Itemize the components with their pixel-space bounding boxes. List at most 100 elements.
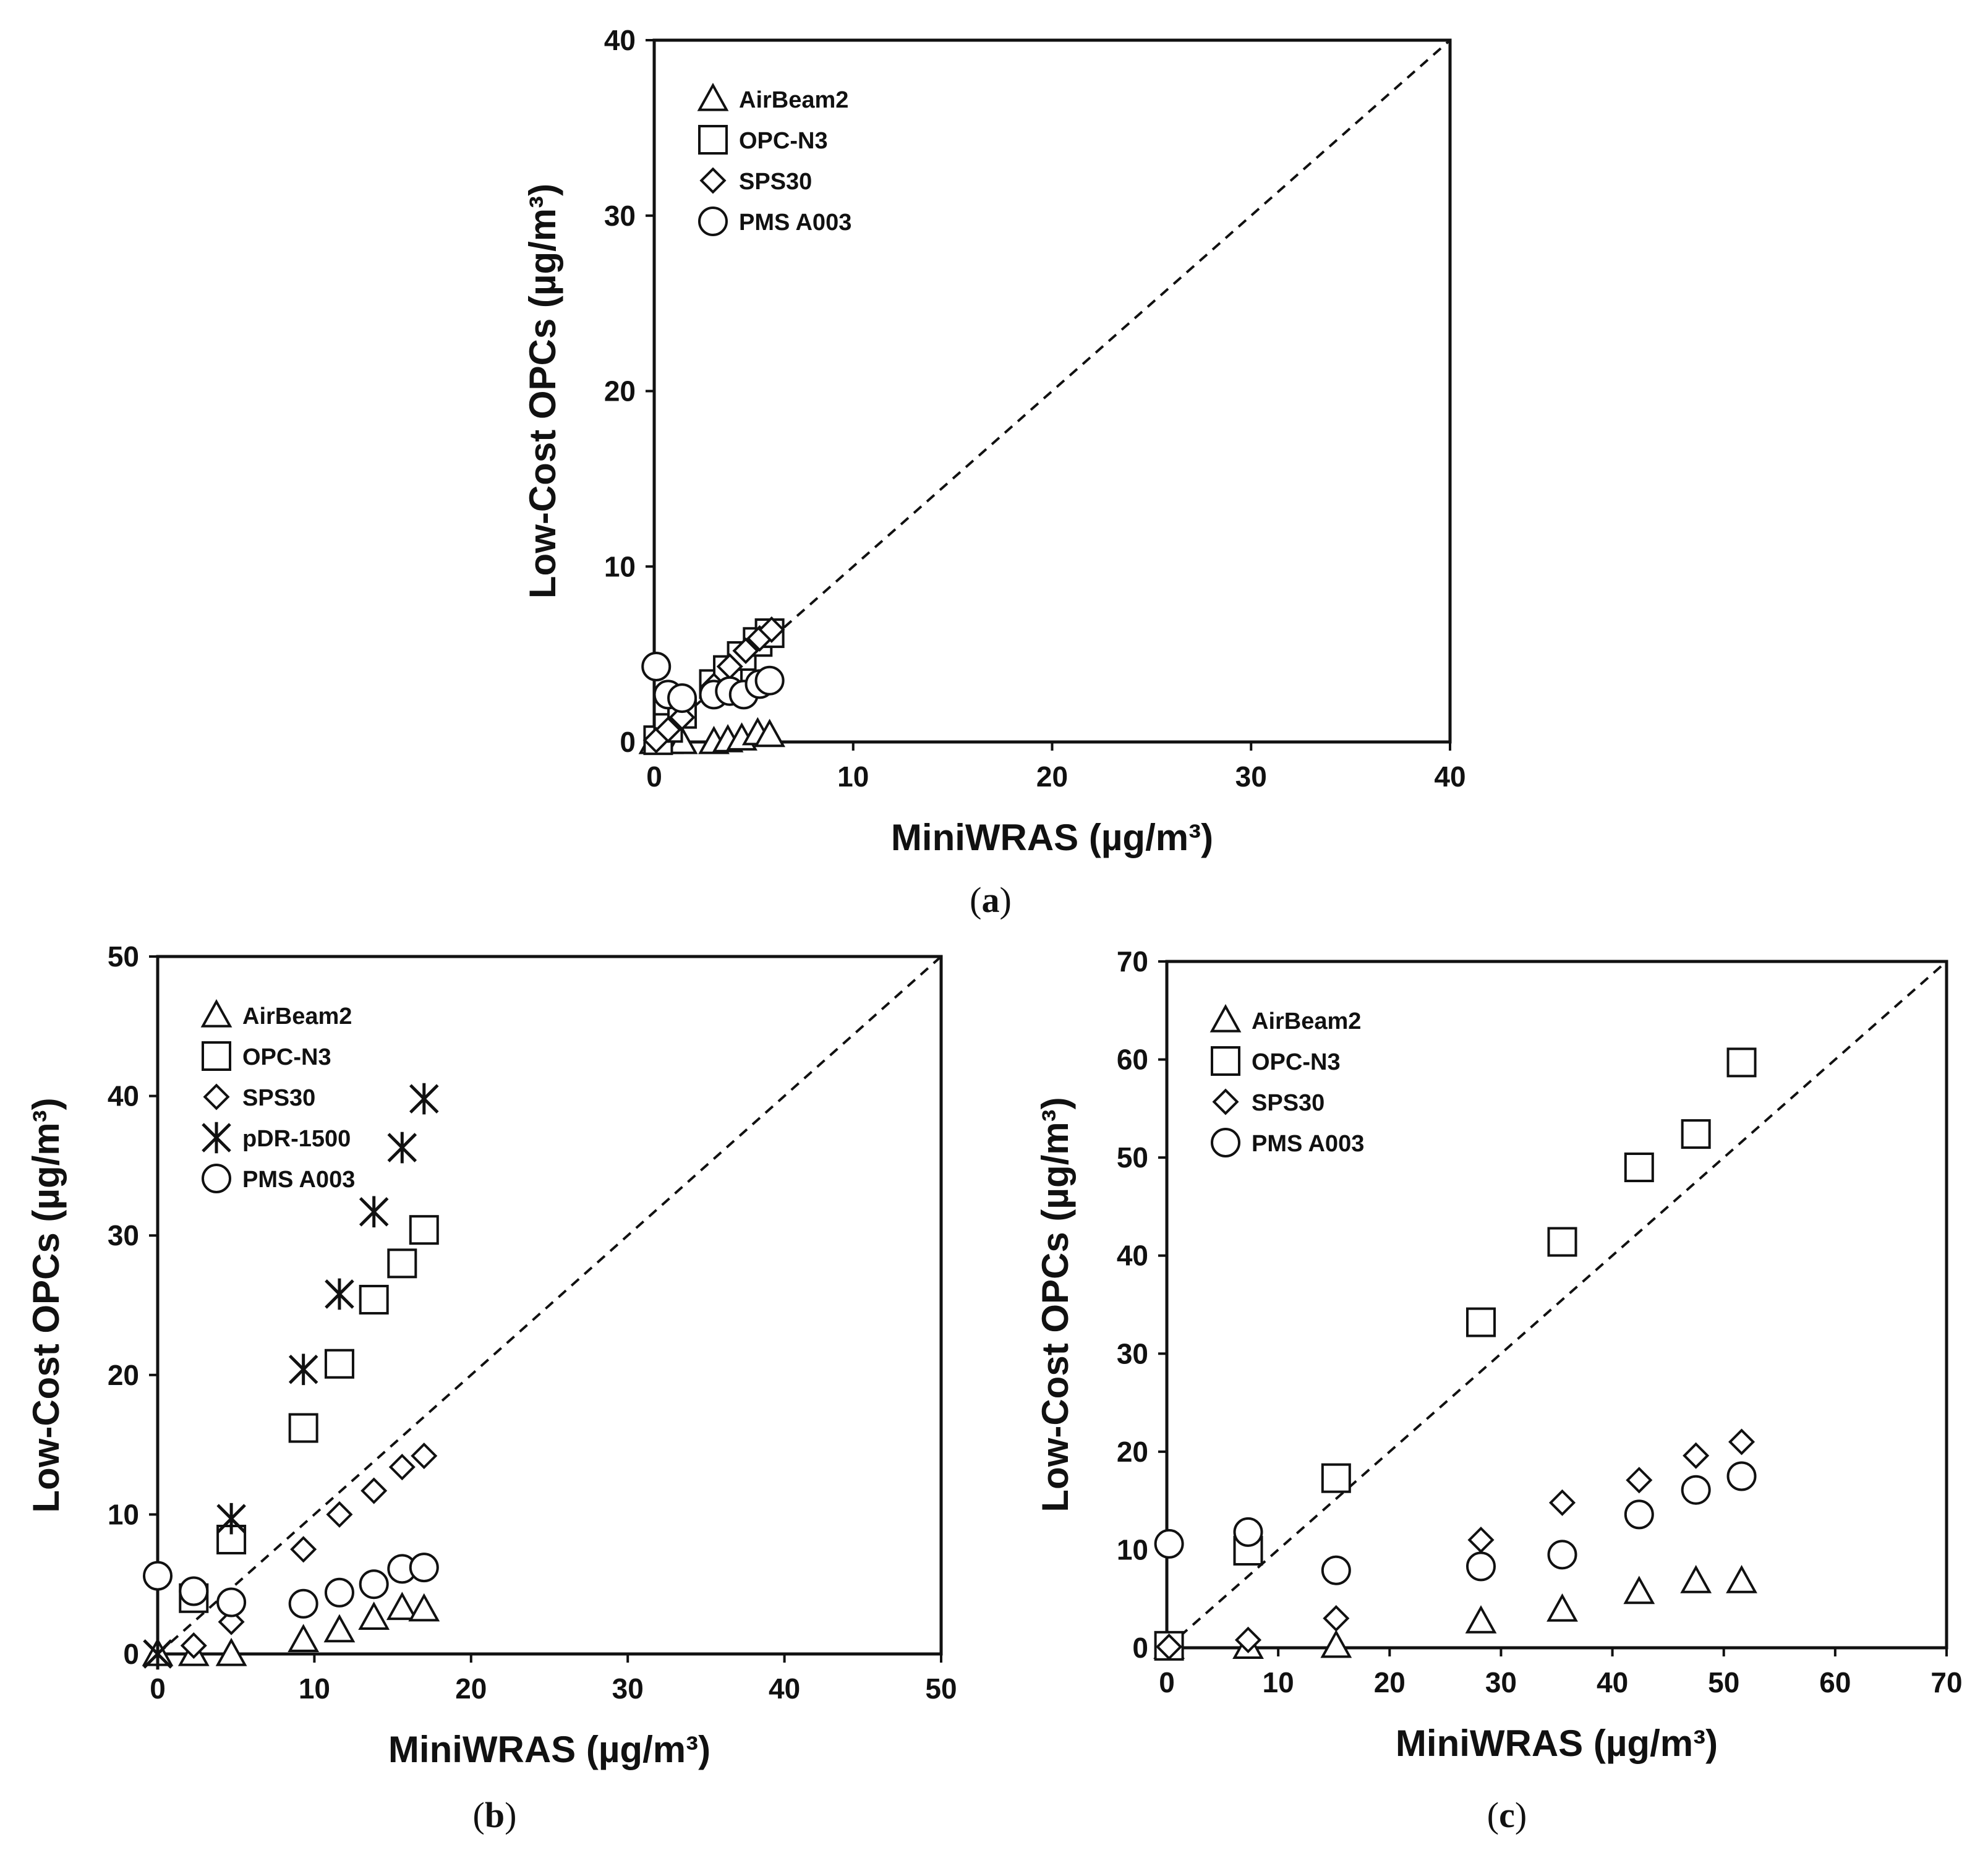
x-tick-label: 0 [150,1673,166,1705]
x-tick-label: 60 [1819,1666,1851,1698]
data-point [359,1569,389,1600]
x-tick-label: 20 [1374,1666,1406,1698]
data-point [668,704,696,731]
x-tick-label: 50 [1708,1666,1739,1698]
data-point [1624,1153,1654,1182]
legend-label: pDR-1500 [242,1126,351,1152]
legend-marker [1212,1088,1239,1115]
data-point [411,1443,438,1470]
y-tick-label: 30 [604,200,636,232]
data-point [1728,1428,1755,1455]
legend-label: SPS30 [242,1085,315,1111]
legend-label: OPC-N3 [1252,1049,1341,1075]
legend-label: AirBeam2 [739,87,848,113]
data-point [1234,1626,1262,1653]
data-point [143,1638,173,1670]
series-sps30 [180,1443,438,1659]
y-tick-label: 50 [108,940,139,973]
x-axis-title: MiniWRAS (µg/m³) [891,817,1213,858]
data-point [359,1284,389,1315]
data-point [1156,1633,1183,1660]
y-tick-label: 40 [1117,1240,1148,1272]
y-tick-label: 20 [604,375,636,407]
data-point [1466,1307,1496,1337]
x-tick-label: 10 [299,1673,330,1705]
legend-marker [698,207,728,236]
plot-frame [1165,960,1948,1650]
panel-label-c: (c) [1487,1795,1527,1835]
one-to-one-line [156,955,942,1655]
panel-b: 0 10 20 30 40 50 0 10 20 30 40 50 MiniWRAS (µg/m³) Lo… [25,940,957,1770]
series-pdr-1500 [143,1083,439,1670]
x-tick-label: 50 [925,1673,957,1705]
y-axis-title: Low-Cost OPCs (µg/m³) [522,184,563,599]
data-point [1547,1540,1577,1570]
data-point [758,616,785,643]
data-point [654,716,682,743]
legend-marker [1211,1046,1240,1076]
legend-label: OPC-N3 [242,1044,331,1070]
panel-label-a: (a) [970,880,1012,920]
data-point [1726,1565,1757,1593]
legend-marker [697,82,729,111]
data-point [358,1601,390,1630]
data-point [641,651,672,681]
data-point [1726,1047,1757,1078]
data-point [179,1576,209,1606]
data-point [360,1477,388,1504]
series-opc-n3 [1154,1047,1757,1661]
data-point [218,1608,245,1635]
x-tick-label: 20 [455,1673,487,1705]
data-point [216,1587,247,1617]
data-point [1466,1551,1496,1582]
y-tick-label: 40 [108,1080,139,1112]
one-to-one-line [653,39,1451,743]
panel-label-b: (b) [473,1795,517,1835]
y-tick-label: 20 [108,1359,139,1391]
data-point [1320,1629,1352,1658]
x-tick-label: 0 [646,761,662,793]
data-point [323,1614,356,1643]
data-point [326,1501,353,1528]
series-airbeam2 [142,1592,440,1666]
data-point [1321,1463,1351,1493]
y-axis-title: Low-Cost OPCs (µg/m³) [1035,1097,1076,1512]
data-point [1626,1467,1653,1494]
data-point [754,718,786,748]
x-axis-title: MiniWRAS (µg/m³) [388,1729,710,1770]
legend-marker [202,1122,231,1154]
y-tick-label: 10 [604,550,636,582]
legend-marker [202,1041,231,1071]
data-point [288,1624,320,1653]
data-point [1726,1461,1757,1491]
series-pms-a003 [641,651,785,714]
x-tick-label: 10 [837,761,869,793]
legend-label: PMS A003 [242,1167,355,1193]
x-tick-label: 30 [1235,761,1267,793]
data-point [754,665,785,696]
x-tick-label: 30 [612,1673,644,1705]
legend-marker [1211,1128,1240,1157]
series-sps30 [642,616,785,754]
data-point [290,1536,317,1563]
y-tick-label: 50 [1117,1141,1148,1174]
y-tick-label: 70 [1117,945,1148,978]
x-tick-label: 70 [1930,1666,1962,1698]
x-tick-label: 0 [1159,1666,1175,1698]
y-tick-label: 60 [1117,1044,1148,1076]
data-point [288,1588,318,1619]
x-tick-label: 20 [1036,761,1068,793]
data-point [1624,1499,1654,1530]
data-point [387,1248,417,1279]
y-tick-label: 20 [1117,1436,1148,1468]
data-point [288,1413,318,1443]
legend-label: SPS30 [1252,1090,1325,1116]
y-tick-label: 0 [1132,1632,1148,1664]
panel-c: 0 10 20 30 40 50 60 70 0 10 20 30 40 50 60 70 MiniWRAS (… [1035,945,1963,1764]
x-axis-title: MiniWRAS (µg/m³) [1396,1723,1718,1764]
legend-marker [200,999,233,1028]
data-point [1546,1593,1578,1622]
data-point [1623,1575,1655,1604]
series-airbeam2 [1153,1565,1757,1660]
